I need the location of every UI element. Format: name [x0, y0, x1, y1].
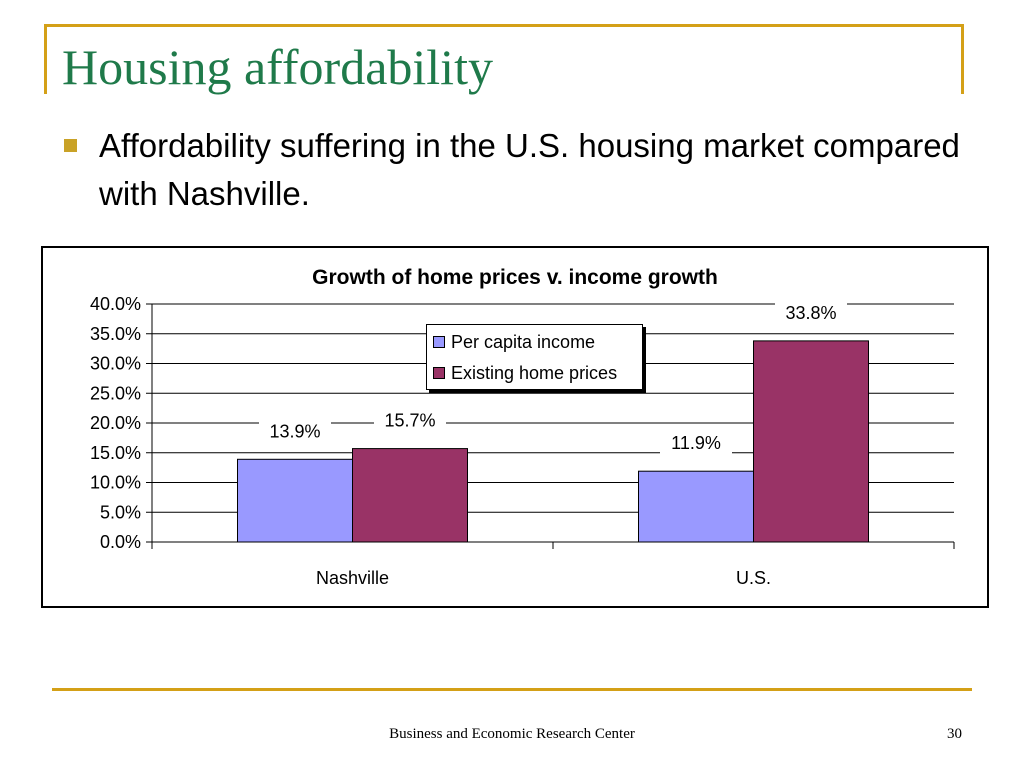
- bar: [237, 458, 353, 543]
- x-category-label: U.S.: [736, 568, 771, 588]
- bullet-text: Affordability suffering in the U.S. hous…: [99, 127, 960, 212]
- chart-title: Growth of home prices v. income growth: [312, 266, 718, 289]
- slide-title: Housing affordability: [62, 39, 493, 95]
- footer-text: Business and Economic Research Center: [389, 726, 635, 742]
- data-label-bg: [259, 420, 331, 445]
- chart-legend: Per capita income Existing home prices: [426, 324, 643, 390]
- legend-swatch: [433, 336, 445, 348]
- bar: [753, 340, 869, 543]
- left-frame-rule: [44, 24, 47, 94]
- right-frame-rule: [961, 24, 964, 94]
- data-label: 15.7%: [384, 411, 435, 431]
- y-tick-label: 0.0%: [100, 532, 141, 552]
- chart-container: 0.0% 5.0% 10.0% 15.0% 20.0% 25.0% 30.0% 35.0% 40…: [41, 246, 989, 608]
- legend-item-per-capita-income: Per capita income: [433, 330, 595, 354]
- y-tick-label: 10.0%: [90, 473, 141, 493]
- page-number: 30: [947, 726, 962, 742]
- footer-rule: [52, 688, 972, 691]
- legend-label: Existing home prices: [451, 362, 618, 383]
- data-label: 33.8%: [785, 303, 836, 323]
- top-frame-rule: [44, 24, 964, 27]
- legend-label: Per capita income: [451, 331, 596, 352]
- y-tick-label: 5.0%: [100, 502, 141, 522]
- data-label: 11.9%: [671, 433, 721, 453]
- y-tick-label: 40.0%: [90, 294, 141, 314]
- y-tick-label: 25.0%: [90, 383, 141, 403]
- data-label-bg: [775, 301, 847, 326]
- y-tick-label: 30.0%: [90, 354, 141, 374]
- y-tick-label: 15.0%: [90, 443, 141, 463]
- chart-svg: 0.0% 5.0% 10.0% 15.0% 20.0% 25.0% 30.0% 35.0% 40…: [90, 294, 955, 588]
- data-label-bg: [374, 409, 446, 434]
- bar: [638, 470, 754, 543]
- legend-swatch: [433, 367, 445, 379]
- legend-item-existing-home-prices: Existing home prices: [433, 361, 617, 385]
- x-category-label: Nashville: [316, 568, 389, 588]
- y-tick-label: 20.0%: [90, 413, 141, 433]
- bullet-square-icon: [64, 139, 77, 152]
- data-label: 13.9%: [269, 421, 320, 441]
- data-label-bg: [660, 432, 732, 457]
- bar: [352, 448, 468, 543]
- y-tick-label: 35.0%: [90, 324, 141, 344]
